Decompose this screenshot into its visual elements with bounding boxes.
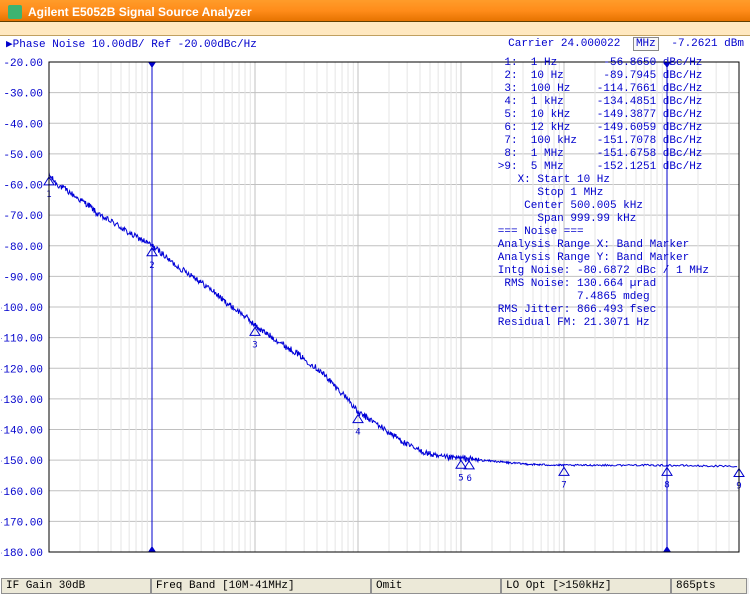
titlebar: Agilent E5052B Signal Source Analyzer [0,0,750,22]
svg-text:-100.00: -100.00 [1,303,43,315]
status-cell: 865pts [671,578,747,594]
svg-text:-120.00: -120.00 [1,364,43,376]
carrier-power: -7.2621 dBm [671,38,744,50]
svg-text:-110.00: -110.00 [1,334,43,346]
svg-text:-80.00: -80.00 [3,242,43,254]
svg-text:-30.00: -30.00 [3,89,43,101]
svg-text:8: 8 [664,480,669,490]
info-row: ▶Phase Noise 10.00dB/ Ref -20.00dBc/Hz C… [0,36,750,52]
marker-readout: 1: 1 Hz -56.8650 dBc/Hz 2: 10 Hz -89.794… [498,57,709,330]
carrier-label: Carrier 24.000022 [508,38,620,50]
svg-text:3: 3 [252,340,257,350]
svg-text:-90.00: -90.00 [3,272,43,284]
status-cell: Omit [371,578,501,594]
svg-text:5: 5 [458,473,463,483]
svg-text:-160.00: -160.00 [1,487,43,499]
svg-text:-40.00: -40.00 [3,119,43,131]
svg-text:-170.00: -170.00 [1,517,43,529]
svg-text:2: 2 [149,261,154,271]
svg-text:-70.00: -70.00 [3,211,43,223]
status-cell: LO Opt [>150kHz] [501,578,671,594]
plot-area: -20.00 -30.00 -40.00 -50.00 -60.00 -70.00 -80.… [1,52,749,572]
svg-text:-150.00: -150.00 [1,456,43,468]
svg-text:-140.00: -140.00 [1,426,43,438]
status-cell: Freq Band [10M-41MHz] [151,578,371,594]
header-strip [0,22,750,36]
statusbar: IF Gain 30dBFreq Band [10M-41MHz]OmitLO … [1,578,749,594]
app-icon [8,5,22,19]
svg-text:-50.00: -50.00 [3,150,43,162]
svg-text:-130.00: -130.00 [1,395,43,407]
svg-text:7: 7 [561,480,566,490]
status-cell: IF Gain 30dB [1,578,151,594]
phase-noise-label: Phase Noise 10.00dB/ Ref -20.00dBc/Hz [13,39,257,51]
svg-text:6: 6 [466,474,471,484]
carrier-unit: MHz [633,37,659,51]
svg-text:-180.00: -180.00 [1,548,43,560]
svg-text:4: 4 [355,428,360,438]
svg-text:-20.00: -20.00 [3,58,43,70]
window-title: Agilent E5052B Signal Source Analyzer [28,5,252,19]
svg-text:-60.00: -60.00 [3,181,43,193]
